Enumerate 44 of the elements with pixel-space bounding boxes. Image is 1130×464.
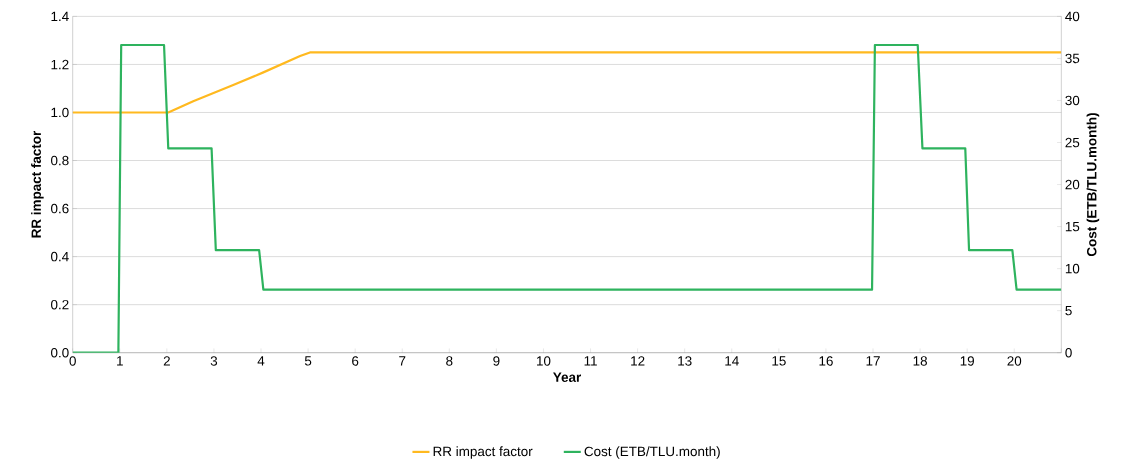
x-tick-label: 7 [399, 356, 406, 366]
y2-tick-label: 35 [1065, 53, 1080, 64]
y2-tick-label: 5 [1065, 305, 1072, 316]
y2-tick-label: 30 [1065, 95, 1080, 106]
y-tick-label: 1.0 [51, 107, 69, 118]
y2-tick-label: 40 [1065, 11, 1080, 22]
y-tick-label: 1.4 [51, 11, 69, 22]
y2-axis-title: Cost (ETB/TLU.month) [1086, 113, 1100, 257]
y-tick-label: 0.8 [51, 155, 69, 166]
x-tick-label: 18 [913, 356, 927, 366]
y-tick-label: 0.4 [51, 251, 69, 262]
line-series [72, 51, 1062, 114]
y-tick-label: 1.2 [51, 59, 69, 70]
x-tick-label: 6 [352, 356, 359, 366]
x-tick-label: 19 [960, 356, 974, 366]
x-tick-label: 10 [537, 356, 551, 366]
y2-tick-label: 0 [1065, 347, 1072, 358]
x-tick-label: 15 [772, 356, 786, 366]
y2-tick-label: 10 [1065, 263, 1080, 274]
x-tick-label: 3 [210, 356, 218, 366]
y2-tick-label: 20 [1065, 179, 1080, 190]
x-tick-label: 9 [493, 356, 500, 366]
legend-label: Cost (ETB/TLU.month) [584, 446, 720, 459]
x-tick-label: 0 [69, 356, 76, 366]
x-axis-title: Year [553, 372, 582, 382]
x-tick-label: 12 [631, 356, 645, 366]
y-axis-title: RR impact factor [31, 130, 44, 238]
y-tick-label: 0.6 [51, 203, 69, 214]
x-tick-label: 14 [725, 356, 739, 366]
legend-label: RR impact factor [433, 446, 533, 459]
x-tick-label: 2 [163, 356, 170, 366]
x-tick-label: 13 [678, 356, 692, 366]
x-tick-label: 5 [304, 356, 312, 366]
x-tick-label: 11 [584, 356, 597, 366]
y2-tick-label: 25 [1065, 137, 1080, 148]
x-tick-label: 16 [819, 356, 833, 366]
x-tick-label: 1 [117, 356, 123, 366]
y2-tick-label: 15 [1065, 221, 1080, 232]
y-tick-label: 0.2 [51, 299, 69, 310]
x-tick-label: 20 [1007, 356, 1022, 366]
x-tick-label: 17 [866, 356, 880, 366]
x-tick-label: 8 [446, 356, 453, 366]
y-tick-label: 0.0 [51, 347, 69, 358]
x-tick-label: 4 [257, 356, 265, 366]
